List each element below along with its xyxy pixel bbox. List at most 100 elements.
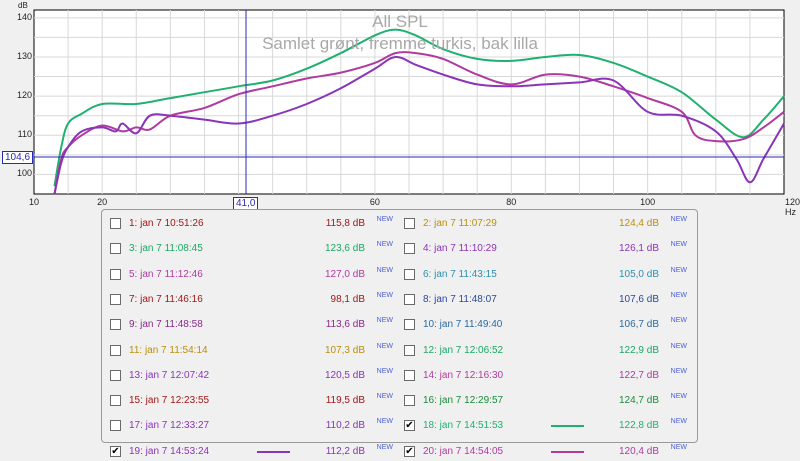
legend-measurement-name: 9: jan 7 11:48:58 (129, 319, 203, 331)
legend-item[interactable]: 5: jan 7 11:12:46 127,0 dB NEW (110, 266, 395, 284)
legend-measurement-name: 13: jan 7 12:07:42 (129, 369, 210, 381)
legend-checkbox[interactable] (110, 420, 121, 432)
legend-item[interactable]: 7: jan 7 11:46:16 98,1 dB NEW (110, 291, 395, 309)
legend-checkbox[interactable] (110, 218, 121, 229)
legend-checkbox[interactable] (404, 319, 415, 331)
legend-item[interactable]: 10: jan 7 11:49:40 106,7 dB NEW (404, 316, 689, 334)
legend-checkbox[interactable] (404, 293, 415, 305)
legend-checkbox[interactable]: ✔ (110, 445, 121, 457)
legend-line-swatch (551, 450, 584, 453)
legend-measurement-name: 5: jan 7 11:12:46 (129, 268, 203, 280)
legend-item[interactable]: 4: jan 7 11:10:29 126,1 dB NEW (404, 240, 689, 258)
series-line (53, 51, 785, 195)
legend-item[interactable]: 11: jan 7 11:54:14 107,3 dB NEW (110, 342, 395, 360)
grid-lines (34, 10, 784, 194)
legend-checkbox[interactable] (110, 243, 121, 255)
y-tick-label: 140 (16, 11, 32, 22)
legend-measurement-name: 7: jan 7 11:46:16 (129, 293, 203, 305)
legend-checkbox[interactable] (110, 319, 121, 331)
legend-measurement-value: 122,9 dB (618, 344, 659, 356)
legend-measurement-name: 12: jan 7 12:06:52 (423, 344, 504, 356)
x-tick-label: 80 (506, 197, 517, 207)
legend-new-tag: NEW (670, 393, 687, 401)
legend-measurement-name: 20: jan 7 14:54:05 (423, 445, 504, 457)
legend-measurement-name: 15: jan 7 12:23:55 (129, 395, 210, 407)
legend-measurement-name: 1: jan 7 10:51:26 (129, 218, 204, 229)
legend-item[interactable]: 15: jan 7 12:23:55 119,5 dB NEW (110, 392, 395, 410)
legend-new-tag: NEW (670, 367, 687, 375)
legend-item[interactable]: 1: jan 7 10:51:26 115,8 dB NEW (110, 215, 395, 233)
legend-new-tag: NEW (376, 393, 393, 401)
legend-checkbox[interactable] (404, 344, 415, 356)
legend-new-tag: NEW (376, 291, 393, 299)
legend-item[interactable]: 12: jan 7 12:06:52 122,9 dB NEW (404, 342, 689, 360)
legend-measurement-value: 124,7 dB (618, 395, 659, 407)
legend-measurement-value: 124,4 dB (618, 218, 659, 229)
x-axis-unit: Hz (785, 207, 796, 217)
legend-checkbox[interactable] (110, 293, 121, 305)
legend-measurement-name: 19: jan 7 14:53:24 (129, 445, 210, 457)
legend-checkbox[interactable] (110, 344, 121, 356)
legend-checkbox[interactable]: ✔ (404, 445, 415, 457)
legend-item[interactable]: 3: jan 7 11:08:45 123,6 dB NEW (110, 240, 395, 258)
x-tick-label: 10 (28, 197, 39, 207)
legend-checkbox[interactable] (404, 395, 415, 407)
legend-item[interactable]: 6: jan 7 11:43:15 105,0 dB NEW (404, 266, 689, 284)
legend-measurement-name: 4: jan 7 11:10:29 (423, 243, 497, 255)
legend-measurement-name: 16: jan 7 12:29:57 (423, 395, 504, 407)
legend-measurement-name: 3: jan 7 11:08:45 (129, 243, 203, 255)
measurement-legend-panel: 1: jan 7 10:51:26 115,8 dB NEW 2: jan 7 11:… (101, 209, 698, 457)
legend-measurement-value: 126,1 dB (618, 243, 659, 255)
series-line (53, 28, 785, 187)
legend-measurement-name: 8: jan 7 11:48:07 (423, 293, 497, 305)
x-tick-120: 120 (785, 197, 800, 207)
x-tick-label: 60 (369, 197, 380, 207)
legend-checkbox[interactable] (110, 268, 121, 280)
legend-checkbox[interactable] (110, 395, 121, 407)
legend-checkbox[interactable]: ✔ (404, 420, 415, 432)
legend-new-tag: NEW (670, 266, 687, 274)
series-lines (53, 28, 785, 195)
y-tick-label: 120 (16, 90, 32, 101)
legend-measurement-name: 6: jan 7 11:43:15 (423, 268, 497, 280)
y-tick-label: 100 (16, 168, 32, 179)
legend-checkbox[interactable] (404, 218, 415, 229)
legend-measurement-value: 119,5 dB (325, 395, 365, 407)
legend-line-swatch (551, 425, 584, 428)
legend-measurement-value: 107,6 dB (618, 293, 659, 305)
legend-item[interactable]: 8: jan 7 11:48:07 107,6 dB NEW (404, 291, 689, 309)
legend-checkbox[interactable] (404, 243, 415, 255)
legend-item[interactable]: 13: jan 7 12:07:42 120,5 dB NEW (110, 367, 395, 385)
legend-item[interactable]: ✔ 19: jan 7 14:53:24 112,2 dB NEW (110, 443, 395, 461)
legend-item[interactable]: 14: jan 7 12:16:30 122,7 dB NEW (404, 367, 689, 385)
legend-measurement-value: 113,6 dB (325, 319, 365, 331)
y-tick-label: 130 (16, 50, 32, 61)
legend-new-tag: NEW (376, 317, 393, 325)
legend-new-tag: NEW (376, 241, 393, 249)
legend-measurement-value: 127,0 dB (324, 268, 365, 280)
x-axis-unit-label: 120 Hz (785, 197, 800, 217)
legend-measurement-value: 115,8 dB (325, 218, 365, 229)
legend-measurement-value: 98,1 dB (330, 293, 365, 305)
legend-measurement-value: 112,2 dB (325, 445, 365, 457)
legend-checkbox[interactable] (404, 268, 415, 280)
legend-item[interactable]: ✔ 20: jan 7 14:54:05 120,4 dB NEW (404, 443, 689, 461)
legend-item[interactable]: 9: jan 7 11:48:58 113,6 dB NEW (110, 316, 395, 334)
legend-checkbox[interactable] (404, 369, 415, 381)
legend-item[interactable]: ✔ 18: jan 7 14:51:53 122,8 dB NEW (404, 417, 689, 435)
legend-measurement-name: 11: jan 7 11:54:14 (129, 344, 208, 356)
legend-new-tag: NEW (376, 367, 393, 375)
legend-measurement-value: 122,8 dB (618, 420, 659, 432)
series-line (53, 55, 785, 195)
legend-new-tag: NEW (670, 418, 687, 426)
legend-item[interactable]: 16: jan 7 12:29:57 124,7 dB NEW (404, 392, 689, 410)
legend-item[interactable]: 2: jan 7 11:07:29 124,4 dB NEW (404, 215, 689, 233)
spl-chart[interactable] (0, 0, 800, 205)
y-axis-unit: dB (18, 1, 28, 10)
legend-new-tag: NEW (670, 216, 687, 223)
chart-subtitle: Samlet grønt, fremme turkis, bak lilla (262, 34, 538, 53)
legend-checkbox[interactable] (110, 369, 121, 381)
legend-line-swatch (257, 450, 290, 453)
legend-measurement-value: 106,7 dB (618, 319, 659, 331)
legend-item[interactable]: 17: jan 7 12:33:27 110,2 dB NEW (110, 417, 395, 435)
